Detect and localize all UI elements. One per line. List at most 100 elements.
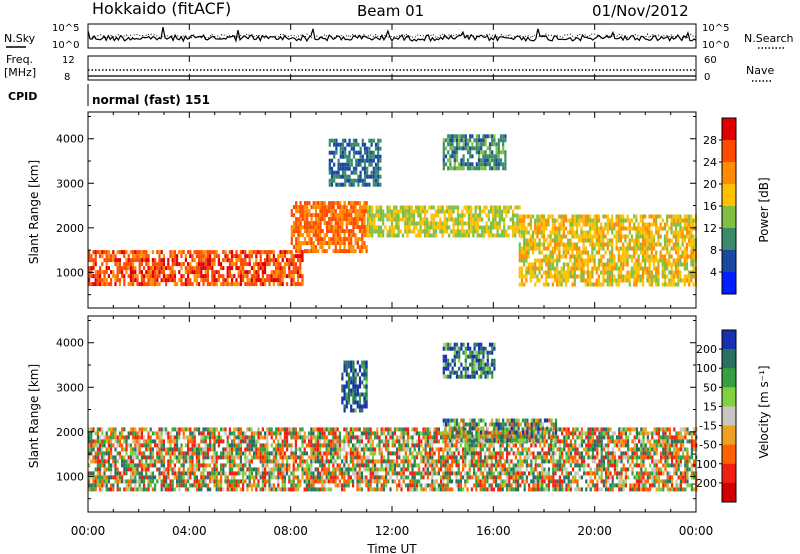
heatmap-cell — [171, 447, 174, 452]
heatmap-cell — [628, 278, 631, 283]
heatmap-cell — [231, 487, 234, 492]
heatmap-cell — [290, 447, 293, 452]
heatmap-cell — [379, 205, 383, 210]
heatmap-cell — [606, 214, 609, 219]
heatmap-cell — [578, 262, 581, 267]
heatmap-cell — [224, 447, 227, 452]
heatmap-cell — [417, 213, 420, 218]
heatmap-cell — [290, 471, 293, 476]
heatmap-cell — [397, 229, 400, 234]
heatmap-cell — [314, 245, 318, 250]
heatmap-cell — [668, 278, 671, 283]
heatmap-cell — [231, 431, 234, 436]
heatmap-cell — [692, 238, 695, 243]
heatmap-cell — [690, 226, 693, 231]
heatmap-cell — [655, 282, 658, 287]
heatmap-cell — [328, 170, 331, 175]
heatmap-cell — [379, 182, 382, 187]
heatmap-cell — [325, 451, 328, 456]
heatmap-cell — [467, 233, 471, 238]
heatmap-cell — [347, 475, 350, 480]
heatmap-cell — [363, 166, 367, 171]
heatmap-cell — [334, 237, 337, 242]
heatmap-cell — [558, 258, 561, 263]
heatmap-cell — [518, 205, 521, 210]
heatmap-cell — [371, 439, 374, 444]
heatmap-cell — [283, 254, 286, 259]
heatmap-cell — [595, 238, 598, 243]
heatmap-cell — [129, 250, 132, 255]
heatmap-cell — [184, 282, 187, 287]
heatmap-cell — [595, 270, 598, 275]
heatmap-cell — [171, 274, 174, 279]
heatmap-cell — [606, 242, 609, 247]
heatmap-cell — [248, 282, 251, 287]
heatmap-cell — [96, 282, 99, 287]
heatmap-cell — [195, 467, 198, 472]
heatmap-cell — [195, 282, 198, 287]
heatmap-cell — [644, 246, 647, 251]
heatmap-cell — [345, 451, 348, 456]
heatmap-cell — [553, 238, 557, 243]
heatmap-cell — [110, 254, 113, 259]
heatmap-cell — [310, 245, 313, 250]
heatmap-cell — [683, 246, 686, 251]
heatmap-cell — [209, 282, 212, 287]
heatmap-cell — [323, 467, 326, 472]
heatmap-cell — [209, 266, 212, 271]
heatmap-cell — [167, 463, 170, 468]
heatmap-cell — [540, 242, 543, 247]
heatmap-cell — [487, 229, 490, 234]
heatmap-cell — [154, 487, 157, 492]
heatmap-cell — [158, 439, 161, 444]
heatmap-cell — [444, 471, 447, 476]
heatmap-cell — [387, 451, 390, 456]
heatmap-cell — [110, 435, 113, 440]
heatmap-cell — [483, 229, 486, 234]
heatmap-cell — [531, 250, 535, 255]
heatmap-cell — [178, 427, 181, 432]
heatmap-cell — [558, 238, 561, 243]
heatmap-cell — [325, 467, 328, 472]
heatmap-cell — [661, 282, 664, 287]
heatmap-cell — [420, 471, 423, 476]
heatmap-cell — [371, 431, 374, 436]
heatmap-cell — [103, 278, 106, 283]
heatmap-cell — [467, 213, 471, 218]
heatmap-cell — [514, 205, 517, 210]
heatmap-cell — [105, 431, 108, 436]
heatmap-cell — [571, 246, 574, 251]
heatmap-cell — [419, 209, 422, 214]
heatmap-cell — [261, 447, 264, 452]
heatmap-cell — [195, 483, 198, 488]
heatmap-cell — [553, 278, 557, 283]
heatmap-cell — [359, 178, 362, 183]
heatmap-cell — [406, 233, 409, 238]
heatmap-cell — [299, 463, 302, 468]
heatmap-cell — [140, 471, 143, 476]
heatmap-cell — [628, 226, 631, 231]
heatmap-cell — [511, 225, 515, 230]
heatmap-cell — [663, 226, 667, 231]
heatmap-cell — [668, 242, 671, 247]
heatmap-cell — [411, 435, 414, 440]
heatmap-cell — [411, 483, 414, 488]
heatmap-cell — [369, 443, 372, 448]
heatmap-cell — [228, 270, 231, 275]
heatmap-cell — [290, 435, 293, 440]
heatmap-cell — [176, 427, 179, 432]
heatmap-cell — [376, 479, 379, 484]
heatmap-cell — [193, 439, 196, 444]
heatmap-cell — [454, 233, 457, 238]
heatmap-cell — [467, 217, 471, 222]
heatmap-cell — [564, 246, 568, 251]
heatmap-cell — [173, 282, 176, 287]
heatmap-cell — [279, 471, 282, 476]
heatmap-cell — [189, 254, 192, 259]
heatmap-cell — [151, 455, 154, 460]
heatmap-cell — [301, 471, 304, 476]
heatmap-cell — [193, 479, 196, 484]
heatmap-cell — [132, 447, 135, 452]
heatmap-cell — [467, 225, 471, 230]
heatmap-cell — [648, 282, 651, 287]
